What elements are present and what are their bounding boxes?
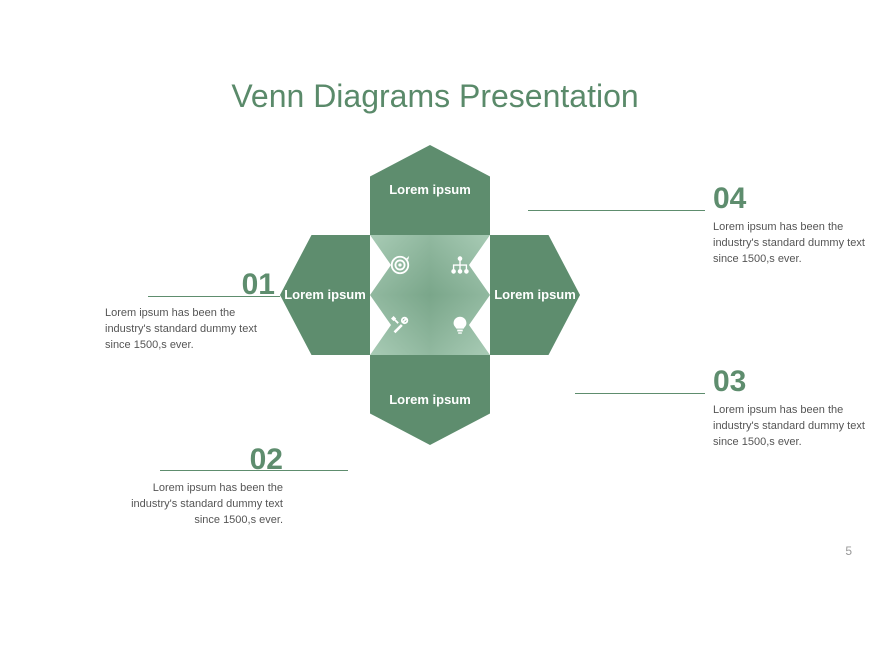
center-tl bbox=[370, 235, 430, 295]
segment-right: Lorem ipsum bbox=[490, 235, 580, 355]
target-icon bbox=[389, 254, 411, 276]
page-title: Venn Diagrams Presentation bbox=[0, 78, 870, 115]
callout-4: 04 Lorem ipsum has been the industry's s… bbox=[713, 184, 870, 268]
callout-2-desc: Lorem ipsum has been the industry's stan… bbox=[113, 481, 283, 529]
line-3 bbox=[575, 393, 705, 394]
center-quad bbox=[370, 235, 490, 355]
segment-left-label: Lorem ipsum bbox=[284, 286, 366, 304]
segment-top-label: Lorem ipsum bbox=[389, 181, 471, 199]
line-4 bbox=[528, 210, 705, 211]
segment-right-label: Lorem ipsum bbox=[494, 286, 576, 304]
center-tr bbox=[430, 235, 490, 295]
callout-3: 03 Lorem ipsum has been the industry's s… bbox=[713, 367, 870, 451]
callout-1: 01 Lorem ipsum has been the industry's s… bbox=[105, 270, 275, 354]
callout-2: 02 Lorem ipsum has been the industry's s… bbox=[113, 445, 283, 529]
callout-4-desc: Lorem ipsum has been the industry's stan… bbox=[713, 220, 870, 268]
callout-3-desc: Lorem ipsum has been the industry's stan… bbox=[713, 403, 870, 451]
center-bl bbox=[370, 295, 430, 355]
center-br bbox=[430, 295, 490, 355]
segment-left: Lorem ipsum bbox=[280, 235, 370, 355]
callout-1-desc: Lorem ipsum has been the industry's stan… bbox=[105, 306, 275, 354]
tools-icon bbox=[389, 314, 411, 336]
segment-bottom: Lorem ipsum bbox=[370, 355, 490, 445]
page-number: 5 bbox=[845, 544, 852, 558]
callout-2-number: 02 bbox=[113, 445, 283, 475]
callout-3-number: 03 bbox=[713, 367, 870, 397]
segment-top: Lorem ipsum bbox=[370, 145, 490, 235]
bulb-icon bbox=[449, 314, 471, 336]
callout-4-number: 04 bbox=[713, 184, 870, 214]
segment-bottom-label: Lorem ipsum bbox=[389, 391, 471, 409]
venn-diagram: Lorem ipsum Lorem ipsum Lorem ipsum Lore… bbox=[280, 145, 580, 445]
callout-1-number: 01 bbox=[105, 270, 275, 300]
hierarchy-icon bbox=[449, 254, 471, 276]
